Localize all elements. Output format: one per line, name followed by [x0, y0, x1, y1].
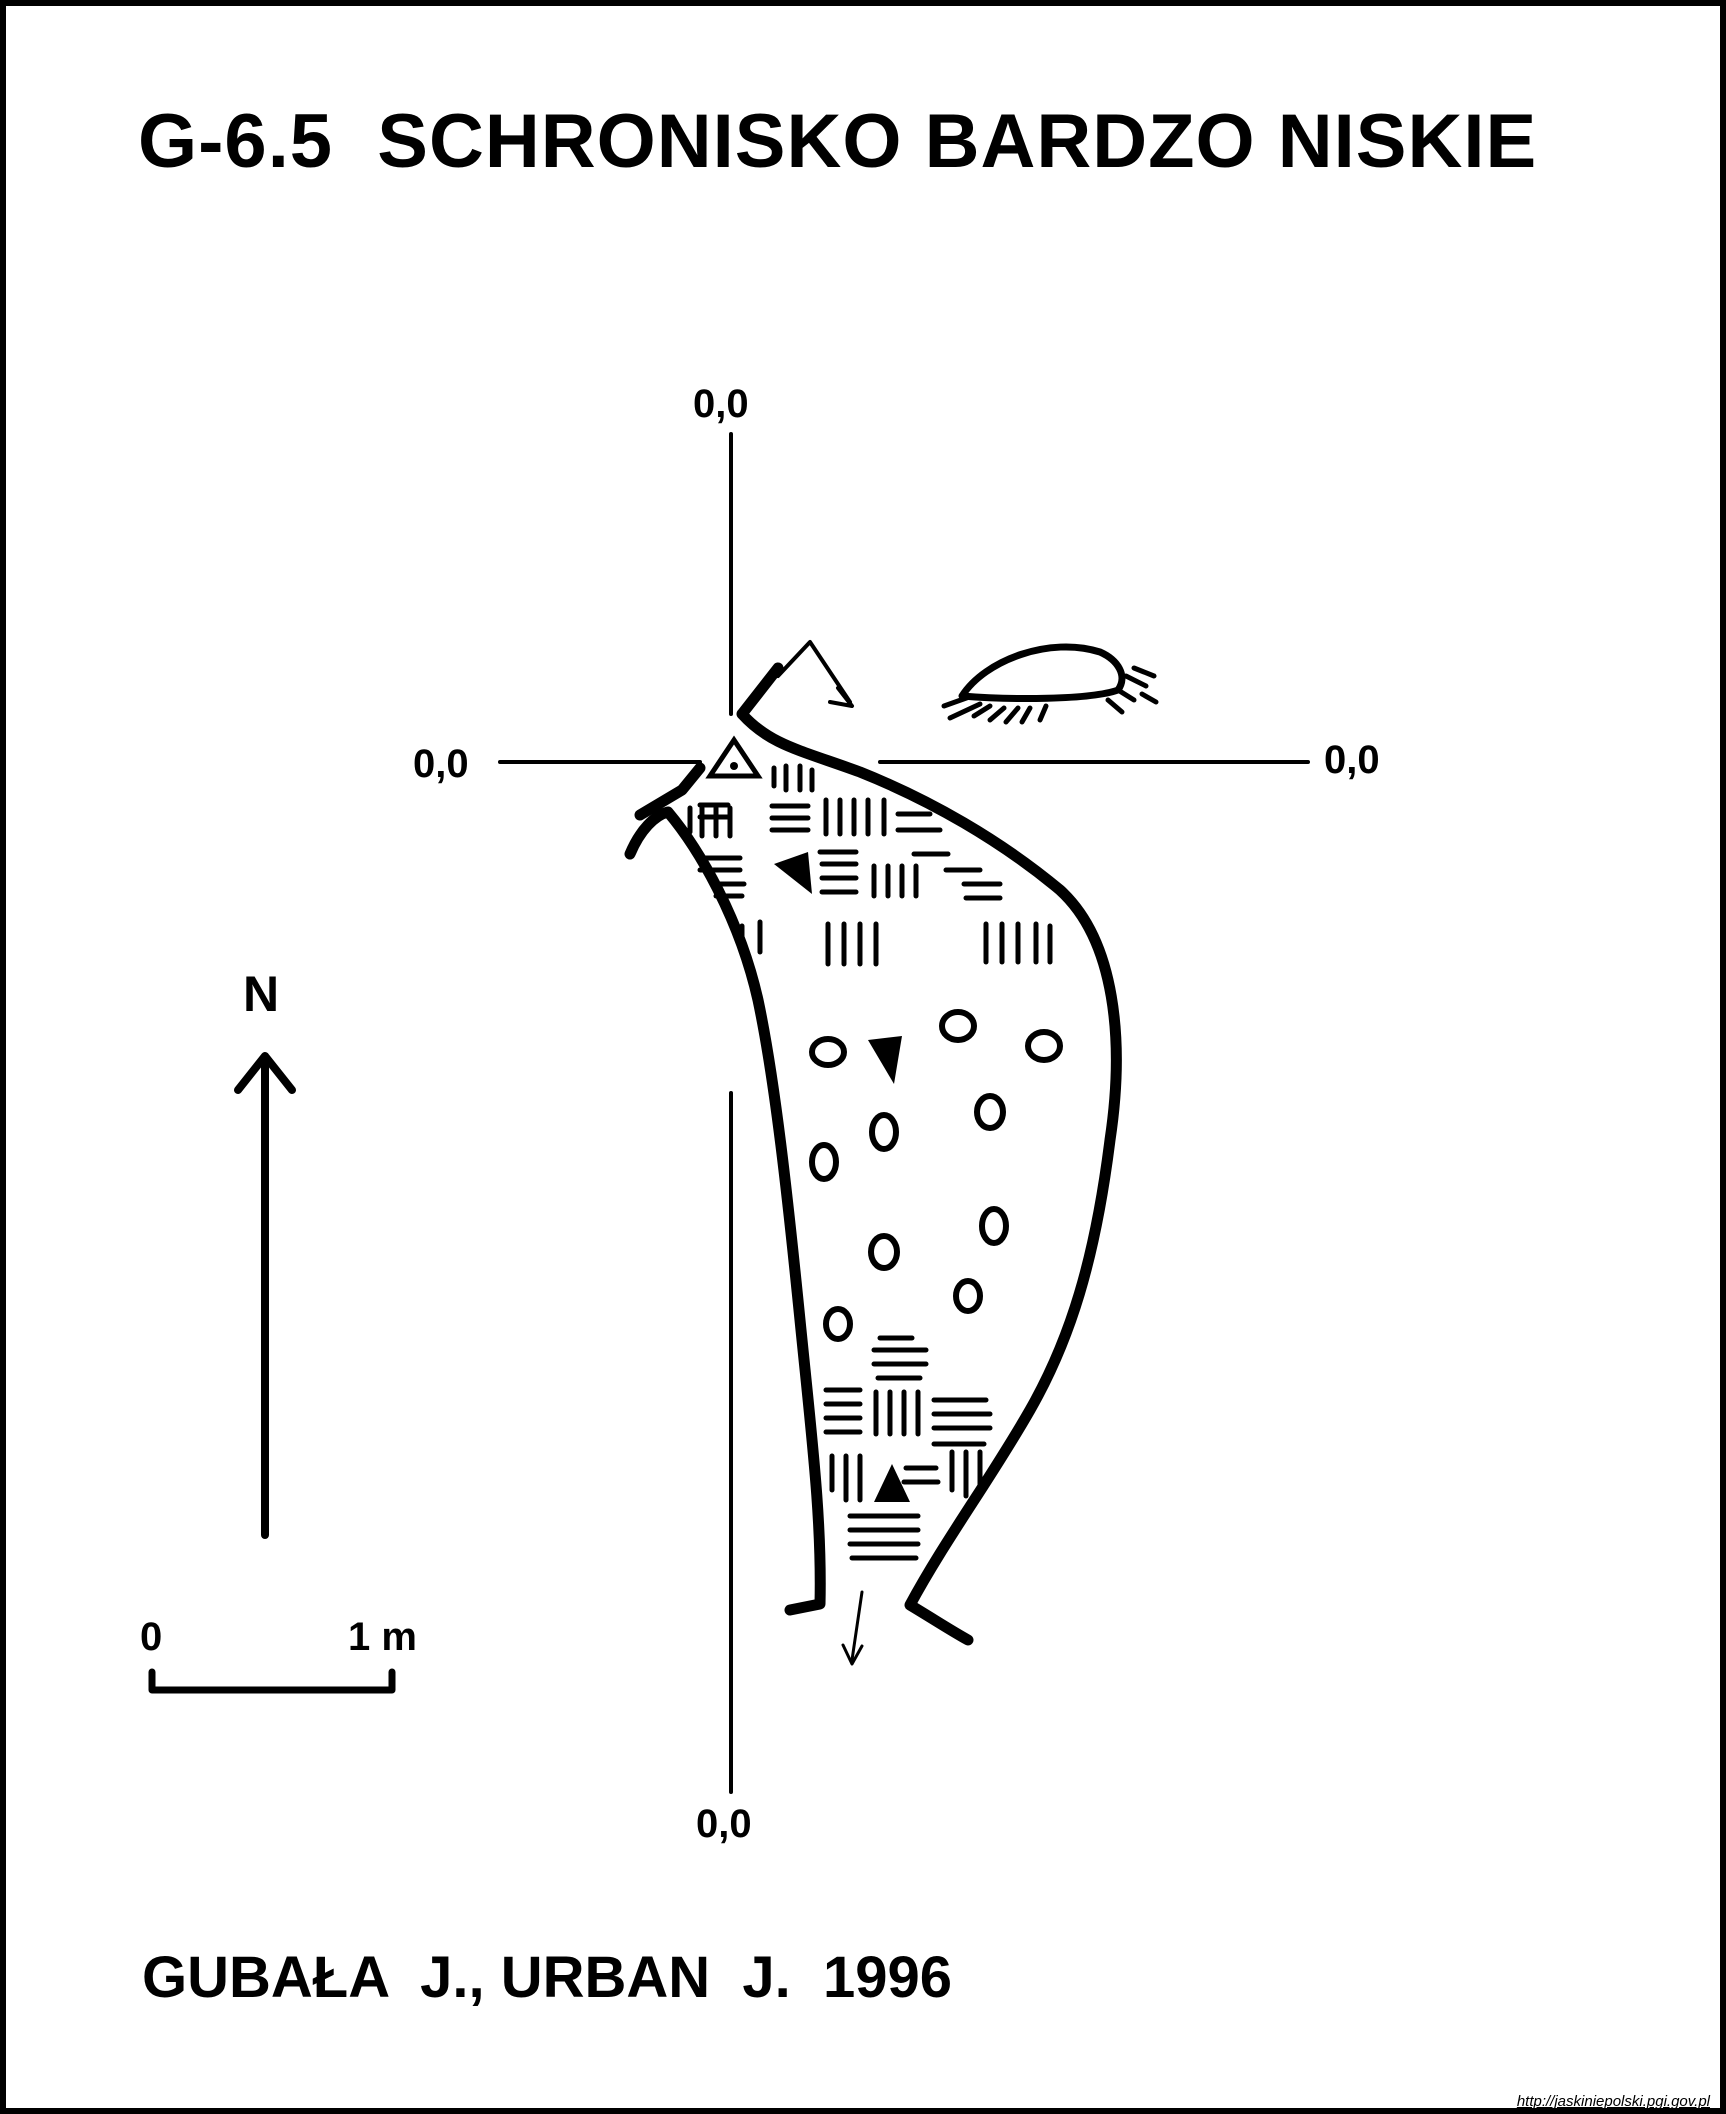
cave-wall-east-main	[736, 662, 1122, 1646]
survey-station	[705, 735, 763, 779]
north-arrowhead	[234, 1052, 296, 1094]
axis-label-top: 0,0	[693, 382, 749, 426]
stone	[979, 1206, 1009, 1246]
axis-label-right: 0,0	[1324, 738, 1380, 782]
scale-bar	[148, 1668, 396, 1694]
stone	[953, 1278, 983, 1314]
stone	[939, 1009, 977, 1043]
survey-authors: GUBAŁA J., URBAN J. 1996	[142, 1945, 953, 2010]
slope-marker	[868, 1036, 902, 1084]
entrance-arrowhead	[828, 686, 854, 708]
stone	[823, 1306, 853, 1342]
scale-label-start: 0	[140, 1615, 163, 1659]
north-label: N	[243, 966, 280, 1022]
cave-wall-west	[624, 806, 826, 1616]
entrance-arrow	[776, 640, 852, 704]
stone	[974, 1093, 1006, 1131]
axis-label-bottom: 0,0	[696, 1802, 752, 1846]
stone	[809, 1142, 839, 1182]
stone	[869, 1112, 899, 1152]
cave-wall-east	[634, 762, 706, 821]
stone	[868, 1233, 900, 1271]
slope-marker	[774, 852, 812, 894]
source-link[interactable]: http://jaskiniepolski.pgi.gov.pl	[1516, 2093, 1710, 2110]
sediment-hatching-bottom	[823, 1335, 993, 1561]
axis-label-left: 0,0	[413, 742, 469, 786]
stone	[809, 1036, 847, 1068]
rock-outline	[958, 643, 1126, 702]
rock-hatching	[941, 665, 1159, 725]
continuation-arrow	[850, 1590, 864, 1662]
slope-marker	[874, 1464, 910, 1502]
sediment-hatching-top	[687, 763, 1053, 967]
continuation-arrowhead	[841, 1643, 864, 1666]
scale-label-end: 1 m	[348, 1615, 417, 1659]
rubble-stones	[809, 1009, 1063, 1342]
page-title: G-6.5 SCHRONISKO BARDZO NISKIE	[138, 99, 1538, 184]
stone	[1025, 1029, 1063, 1063]
